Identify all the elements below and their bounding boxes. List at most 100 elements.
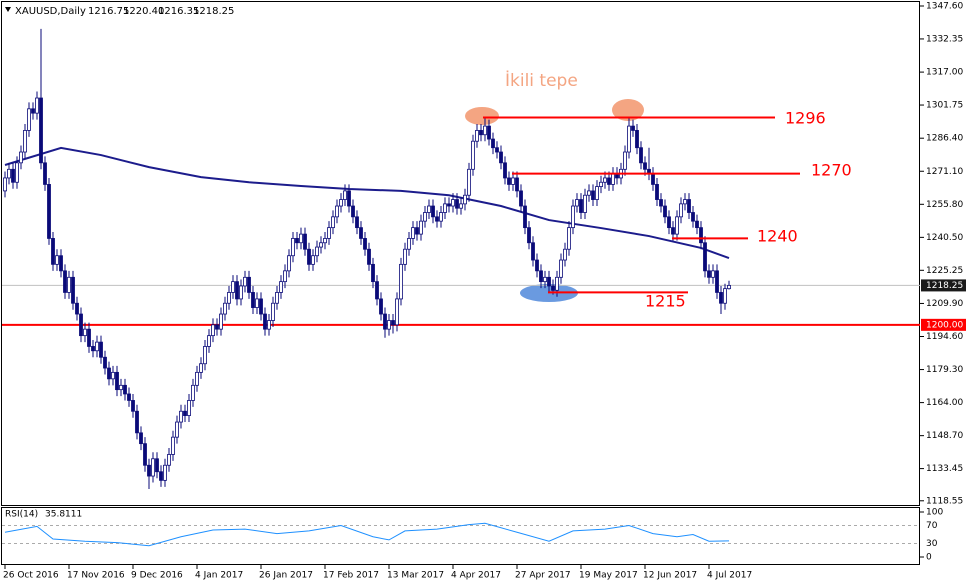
candle-body — [571, 205, 575, 229]
candle-body — [707, 270, 711, 278]
x-tick-label: 9 Dec 2016 — [131, 571, 183, 581]
candle-body — [27, 108, 31, 131]
candle-body — [15, 162, 19, 183]
y-tick-label: 1240.50 — [926, 233, 963, 243]
candle-body — [163, 464, 167, 481]
x-tick-label: 27 Apr 2017 — [515, 571, 571, 581]
candle-body — [303, 233, 307, 250]
candle-body — [259, 298, 263, 315]
candle-body — [559, 259, 563, 278]
candle-body — [23, 130, 27, 153]
candle-body — [403, 248, 407, 265]
candle-body — [187, 400, 191, 416]
x-tick-label: 26 Jan 2017 — [259, 571, 313, 581]
y-tick-label: 1301.75 — [926, 101, 963, 111]
candle-body — [419, 220, 423, 235]
candle-body — [611, 173, 615, 185]
candle-body — [215, 324, 219, 330]
candle-body — [703, 242, 707, 272]
candle-body — [207, 335, 211, 347]
candle-body — [203, 346, 207, 365]
candle-body — [103, 356, 107, 369]
candle-body — [311, 255, 315, 265]
candle-body — [635, 130, 639, 149]
candle-body — [395, 298, 399, 326]
candle-body — [603, 177, 607, 183]
candle-body — [563, 248, 567, 261]
y-tick-label: 1118.55 — [926, 496, 963, 506]
candle-body — [687, 199, 691, 213]
candle-body — [219, 313, 223, 330]
candle-body — [263, 313, 267, 330]
candle-body — [119, 384, 123, 391]
x-tick-label: 4 Apr 2017 — [451, 571, 501, 581]
candle-body — [359, 227, 363, 239]
candle-body — [599, 181, 603, 187]
candle-body — [491, 138, 495, 149]
candle-body — [79, 313, 83, 337]
rsi-value: 35.8111 — [45, 510, 82, 520]
candle-body — [727, 285, 731, 290]
candle-body — [235, 281, 239, 300]
x-tick-label: 4 Jan 2017 — [195, 571, 243, 581]
y-tick-label: 1164.00 — [926, 398, 963, 408]
current-price-box — [921, 279, 966, 292]
y-tick-label: 1286.40 — [926, 134, 963, 144]
moving-average — [4, 146, 730, 260]
rsi-tick-label: 30 — [926, 539, 938, 549]
candle-body — [63, 270, 67, 293]
candle-body — [347, 190, 351, 207]
candle-body — [539, 270, 543, 283]
candle-body — [131, 400, 135, 412]
candle-body — [279, 281, 283, 293]
candle-body — [143, 443, 147, 466]
candle-body — [651, 173, 655, 185]
candle-body — [183, 410, 187, 416]
y-tick-label: 1148.70 — [926, 431, 963, 441]
candle-body — [151, 458, 155, 477]
y-tick-label: 1179.30 — [926, 365, 963, 375]
ohlc-value: 1218.25 — [193, 6, 234, 17]
candle-body — [423, 212, 427, 222]
candle-body — [327, 227, 331, 239]
candle-body — [639, 147, 643, 164]
candle-body — [407, 238, 411, 250]
candle-body — [475, 130, 479, 142]
candle-body — [519, 190, 523, 207]
candle-body — [379, 298, 383, 315]
rsi-tick-label: 0 — [926, 553, 932, 563]
candle-body — [363, 238, 367, 250]
candle-body — [315, 246, 319, 257]
candle-body — [267, 320, 271, 330]
candle-body — [495, 147, 499, 153]
candle-body — [139, 432, 143, 445]
candle-body — [223, 302, 227, 315]
candle-body — [711, 270, 715, 278]
candle-body — [391, 320, 395, 326]
candle-body — [503, 162, 507, 179]
y-tick-label: 1317.00 — [926, 68, 963, 78]
candle-body — [663, 205, 667, 218]
menu-icon[interactable] — [5, 7, 11, 12]
candle-body — [291, 238, 295, 257]
support-box — [921, 318, 966, 331]
candle-body — [191, 384, 195, 401]
candle-body — [31, 108, 35, 114]
candle-body — [411, 227, 415, 239]
rsi-line — [4, 522, 730, 547]
candle-body — [723, 288, 727, 304]
candle-body — [463, 194, 467, 205]
x-tick-label: 19 May 2017 — [579, 571, 638, 581]
candle-body — [607, 177, 611, 185]
rsi-name: RSI(14) — [5, 510, 38, 520]
candle-body — [323, 238, 327, 244]
candle-body — [271, 302, 275, 321]
candle-body — [443, 203, 447, 213]
x-tick-label: 17 Feb 2017 — [323, 571, 379, 581]
candle-body — [691, 212, 695, 222]
candle-body — [299, 233, 303, 244]
candle-body — [659, 199, 663, 207]
candle-body — [547, 276, 551, 287]
level-label: 1240 — [757, 227, 798, 246]
y-tick-label: 1347.60 — [926, 1, 963, 11]
